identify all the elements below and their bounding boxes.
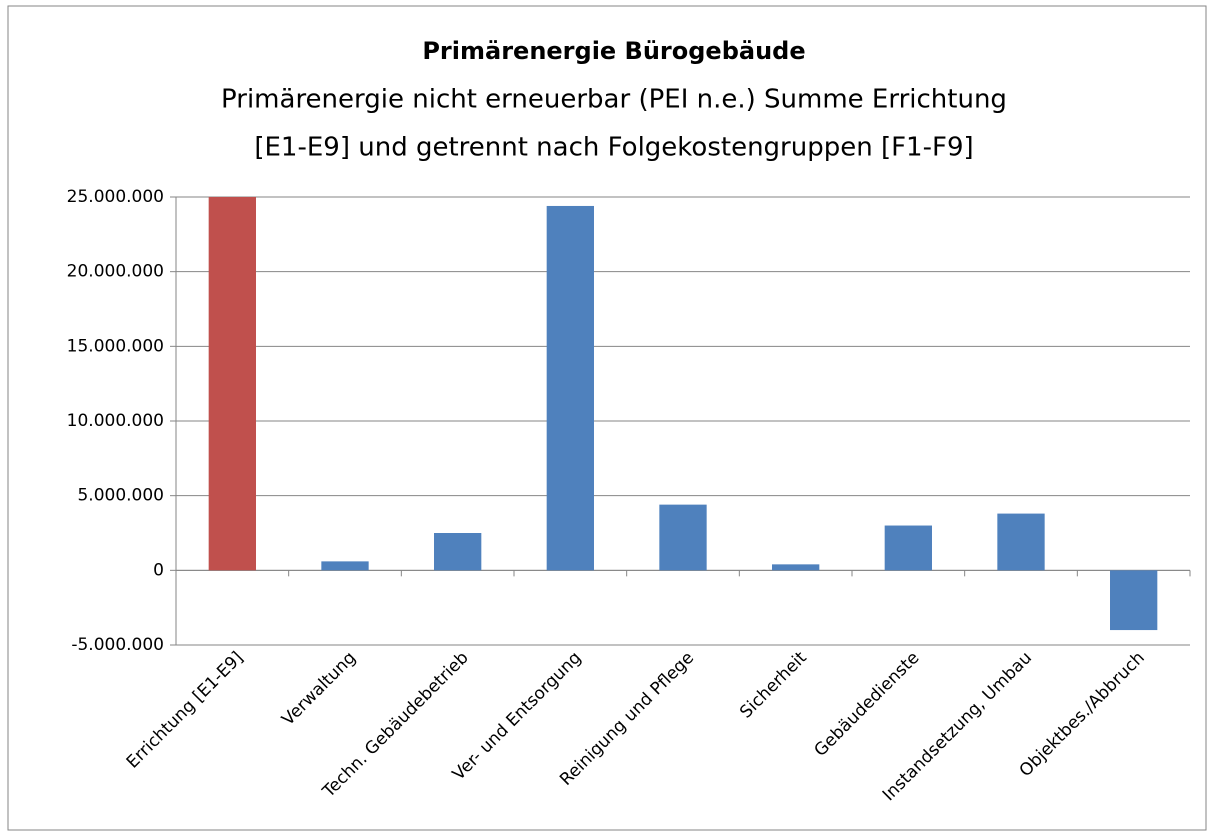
y-tick-label: 20.000.000 bbox=[67, 262, 164, 282]
bar bbox=[208, 197, 256, 571]
y-tick-label: 25.000.000 bbox=[67, 187, 164, 207]
bar bbox=[1110, 570, 1158, 631]
bar bbox=[659, 504, 707, 571]
y-tick-label: 10.000.000 bbox=[67, 411, 164, 431]
bar bbox=[772, 564, 820, 571]
chart-subtitle: [E1-E9] und getrennt nach Folgekostengru… bbox=[254, 133, 973, 163]
chart-frame bbox=[7, 5, 1207, 831]
y-tick-label: 0 bbox=[153, 560, 164, 580]
bar bbox=[546, 205, 594, 571]
y-tick-label: -5.000.000 bbox=[71, 635, 164, 655]
bar bbox=[321, 561, 369, 571]
y-tick-label: 15.000.000 bbox=[67, 336, 164, 356]
bar bbox=[434, 533, 482, 571]
y-tick-label: 5.000.000 bbox=[77, 486, 164, 506]
chart-subtitle: Primärenergie nicht erneuerbar (PEI n.e.… bbox=[221, 85, 1007, 115]
bar bbox=[997, 513, 1045, 571]
bar bbox=[884, 525, 932, 571]
chart-title: Primärenergie Bürogebäude bbox=[422, 37, 805, 65]
